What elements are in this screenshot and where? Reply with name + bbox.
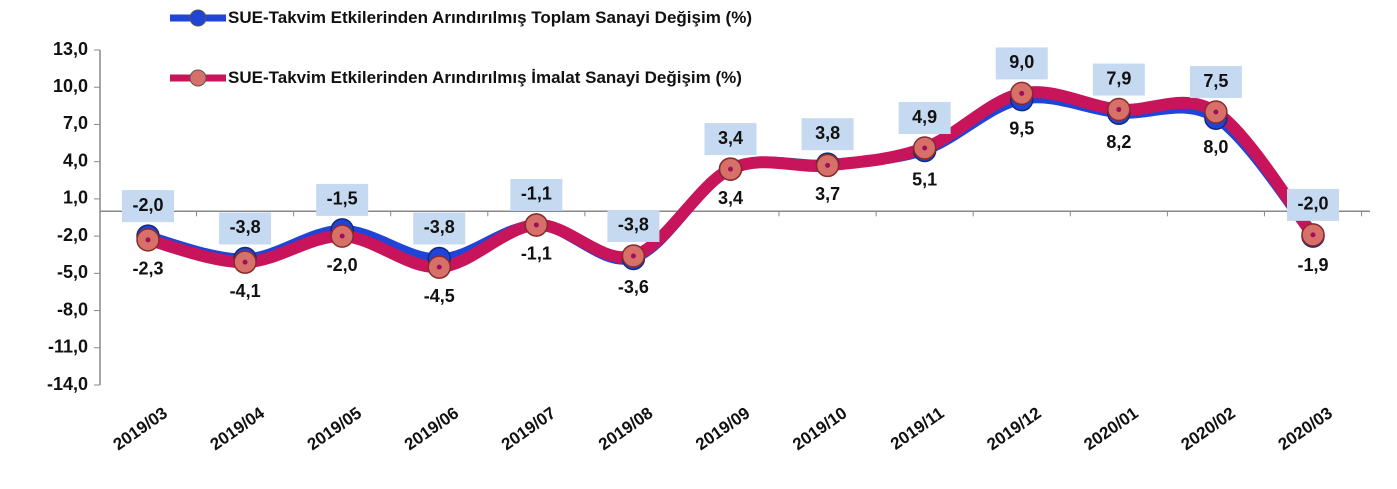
- label-box: [316, 183, 369, 216]
- y-tick-label: -14,0: [47, 374, 88, 394]
- data-label: 3,4: [718, 188, 743, 208]
- point-dot: [533, 222, 539, 228]
- data-label: 7,5: [1203, 71, 1228, 91]
- label-box: [1287, 188, 1339, 221]
- data-label: -3,6: [618, 277, 649, 297]
- point-dot: [339, 233, 345, 239]
- data-label: 4,9: [912, 107, 937, 127]
- data-label: 8,0: [1203, 137, 1228, 157]
- data-label: 3,4: [718, 128, 743, 148]
- y-tick-label: -8,0: [57, 299, 88, 319]
- data-label: 8,2: [1106, 132, 1131, 152]
- data-label: 3,8: [815, 123, 840, 143]
- data-label: -2,3: [132, 259, 163, 279]
- x-tick-label: 2019/11: [887, 403, 947, 453]
- x-tick-label: 2019/09: [692, 403, 753, 454]
- data-label: -3,8: [230, 217, 261, 237]
- data-label: -2,0: [132, 195, 163, 215]
- y-tick-label: 4,0: [63, 150, 88, 170]
- y-tick-label: -11,0: [48, 337, 88, 357]
- y-tick-label: 10,0: [53, 76, 88, 96]
- data-label: 9,5: [1009, 118, 1034, 138]
- point-dot: [728, 166, 733, 172]
- x-tick-label: 2020/01: [1080, 403, 1141, 454]
- label-box: [898, 102, 951, 135]
- y-tick-label: 13,0: [53, 39, 88, 59]
- data-label: 9,0: [1009, 52, 1034, 72]
- point-dot: [242, 259, 248, 265]
- x-tick-label: 2019/04: [207, 403, 269, 454]
- point-dot: [825, 162, 831, 168]
- x-tick-label: 2019/08: [595, 403, 656, 454]
- legend-marker: [189, 9, 207, 27]
- data-label: -3,8: [618, 215, 649, 235]
- point-dot: [630, 253, 636, 259]
- data-label: -4,1: [230, 281, 261, 301]
- y-tick-label: 1,0: [63, 188, 88, 208]
- legend-marker: [189, 69, 207, 87]
- data-label: -4,5: [424, 286, 455, 306]
- y-tick-label: -2,0: [57, 225, 88, 245]
- x-tick-label: 2019/12: [983, 403, 1044, 454]
- label-box: [1189, 66, 1242, 99]
- data-label: -2,0: [327, 255, 358, 275]
- legend-label: SUE-Takvim Etkilerinden Arındırılmış İma…: [228, 68, 742, 87]
- legend-label: SUE-Takvim Etkilerinden Arındırılmış Top…: [228, 8, 752, 27]
- label-box: [1092, 63, 1145, 96]
- point-dot: [1019, 90, 1025, 96]
- point-dot: [1116, 107, 1122, 113]
- y-tick-label: 7,0: [63, 113, 88, 133]
- data-label: -1,5: [327, 189, 358, 209]
- x-tick-label: 2019/06: [401, 403, 462, 454]
- y-tick-label: -5,0: [57, 262, 88, 282]
- data-label: 3,7: [815, 184, 840, 204]
- label-box: [607, 209, 660, 242]
- label-box: [122, 190, 174, 223]
- x-tick-label: 2020/03: [1275, 403, 1336, 454]
- label-box: [219, 212, 272, 245]
- data-label: 7,9: [1106, 68, 1131, 88]
- data-label: -3,8: [424, 217, 455, 237]
- data-label: -2,0: [1297, 194, 1328, 214]
- data-label: -1,1: [521, 184, 552, 204]
- point-dot: [145, 237, 151, 243]
- point-dot: [922, 145, 928, 151]
- label-box: [801, 118, 854, 151]
- x-tick-label: 2019/10: [789, 403, 850, 454]
- x-tick-label: 2019/05: [304, 403, 365, 454]
- label-box: [995, 47, 1048, 80]
- point-dot: [1310, 232, 1316, 238]
- label-box: [510, 178, 563, 211]
- x-tick-label: 2020/02: [1178, 403, 1239, 454]
- data-label: -1,9: [1297, 255, 1328, 275]
- label-box: [413, 212, 466, 245]
- point-dot: [436, 264, 442, 270]
- x-tick-label: 2019/03: [110, 403, 171, 454]
- point-dot: [1213, 109, 1219, 115]
- data-label: -1,1: [521, 244, 552, 264]
- x-tick-label: 2019/07: [498, 403, 559, 454]
- label-box: [704, 123, 757, 156]
- data-label: 5,1: [912, 169, 937, 189]
